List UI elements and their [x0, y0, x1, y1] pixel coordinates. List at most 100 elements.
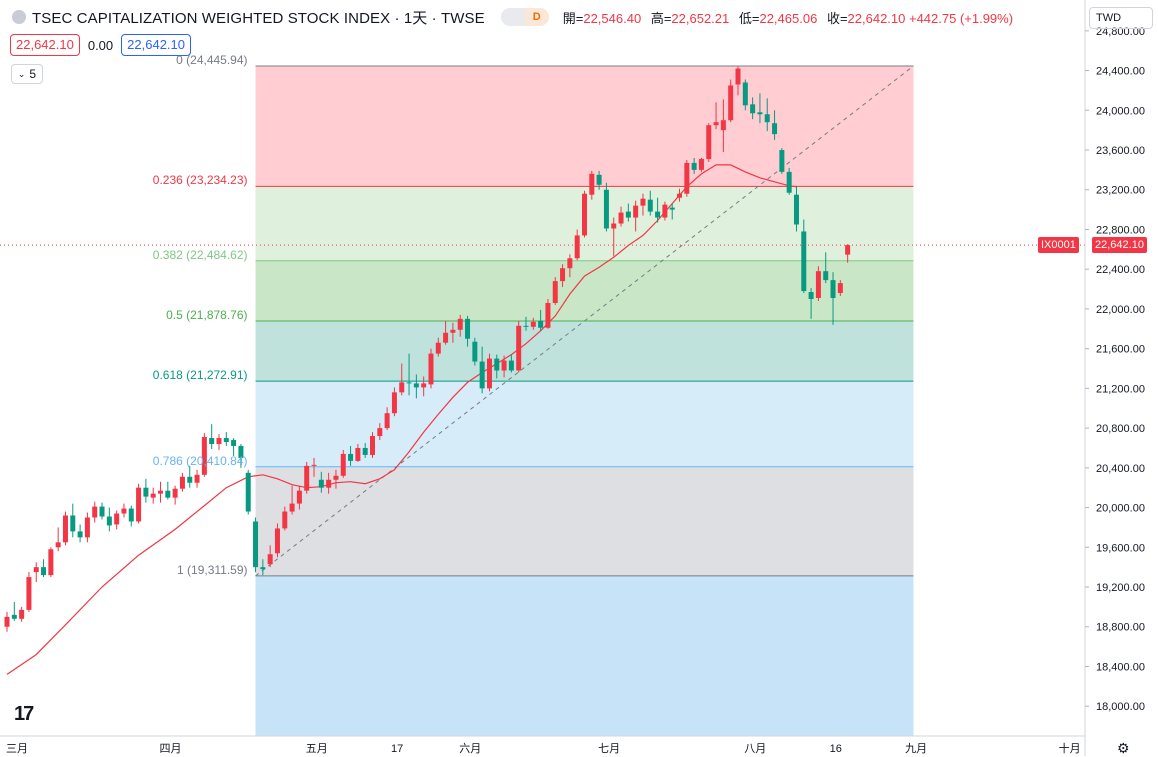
sell-price-button[interactable]: 22,642.10: [10, 34, 80, 56]
candle-body: [216, 438, 222, 444]
candle-body: [728, 85, 734, 121]
candle-body: [194, 474, 200, 483]
fib-label-0786: 0.786 (20,410.84): [152, 453, 248, 468]
candle-body: [735, 68, 741, 85]
y-tick-label: 22,000.00: [1096, 304, 1145, 316]
gear-icon[interactable]: ⚙: [1117, 740, 1130, 756]
candle-body: [55, 542, 61, 548]
y-tick-label: 20,400.00: [1096, 463, 1145, 475]
candle-body: [370, 436, 375, 455]
candle-body: [114, 513, 120, 525]
candle-body: [62, 515, 68, 543]
data-delay-badge[interactable]: D: [524, 8, 549, 26]
candle-body: [830, 280, 836, 298]
candle-body: [391, 392, 397, 414]
candle-body: [267, 554, 273, 565]
fib-zone-3: [255, 320, 914, 382]
fib-zone-extension: [255, 575, 914, 736]
candle-body: [406, 382, 412, 384]
candle-body: [684, 162, 690, 194]
candle-body: [48, 549, 54, 576]
y-tick-label: 23,200.00: [1096, 185, 1145, 197]
high-value: 22,652.21: [671, 10, 730, 26]
candle-body: [304, 465, 310, 491]
candle-body: [764, 114, 770, 123]
candle-body: [596, 174, 602, 185]
candle-body: [494, 358, 500, 371]
x-tick-label: 三月: [6, 743, 28, 755]
candle-body: [823, 271, 829, 281]
indicator-count: 5: [29, 67, 37, 81]
candle-body: [567, 258, 573, 269]
candle-body: [128, 508, 134, 522]
candle-body: [691, 162, 697, 170]
market-status-icon: [500, 8, 525, 26]
symbol-title[interactable]: TSEC CAPITALIZATION WEIGHTED STOCK INDEX…: [32, 9, 485, 27]
candle-body: [516, 325, 522, 371]
candle-body: [282, 511, 288, 529]
candle-body: [450, 329, 456, 333]
candle-body: [603, 189, 609, 229]
candle-body: [245, 472, 251, 512]
candle-body: [655, 211, 661, 218]
candle-body: [19, 609, 25, 619]
candle-body: [121, 508, 127, 514]
y-tick-label: 23,600.00: [1096, 145, 1145, 157]
candle-body: [33, 567, 39, 573]
candle-body: [340, 453, 346, 476]
candle-body: [808, 292, 814, 299]
candle-body: [786, 171, 792, 193]
candle-body: [355, 447, 361, 461]
y-tick-label: 21,600.00: [1096, 344, 1145, 356]
y-tick-label: 20,800.00: [1096, 423, 1145, 435]
candle-body: [457, 318, 463, 330]
candle-body: [77, 531, 83, 538]
candle-body: [99, 506, 105, 517]
candle-body: [640, 198, 646, 206]
candle-body: [720, 120, 726, 131]
candle-body: [669, 207, 675, 210]
candle-body: [713, 122, 719, 126]
candle-body: [837, 283, 843, 294]
candle-body: [479, 361, 485, 389]
x-tick-label: 十月: [1059, 741, 1081, 755]
candle-body: [757, 112, 763, 115]
candle-body: [574, 235, 580, 259]
trade-prices: 22,642.10 0.00 22,642.10: [10, 34, 191, 56]
candle-body: [26, 577, 32, 610]
candle-body: [172, 488, 178, 498]
candle-body: [348, 453, 354, 461]
y-tick-label: 19,200.00: [1096, 582, 1145, 594]
y-tick-label: 21,200.00: [1096, 383, 1145, 395]
candle-body: [589, 173, 595, 195]
y-tick-label: 22,800.00: [1096, 224, 1145, 236]
y-tick-label: 24,000.00: [1096, 105, 1145, 117]
currency-selector[interactable]: TWD: [1089, 7, 1153, 29]
candle-body: [625, 211, 631, 218]
candle-body: [41, 567, 47, 576]
candle-body: [4, 616, 10, 627]
high-label: 高=: [650, 10, 672, 26]
y-tick-label: 20,000.00: [1096, 503, 1145, 515]
buy-price-button[interactable]: 22,642.10: [121, 34, 191, 56]
candle-body: [742, 82, 748, 106]
tradingview-logo-icon[interactable]: 17: [14, 703, 34, 725]
candle-body: [662, 204, 668, 218]
candle-body: [106, 516, 112, 526]
candle-body: [179, 476, 185, 489]
candle-body: [253, 521, 259, 568]
candle-body: [311, 464, 317, 466]
low-value: 22,465.06: [759, 10, 818, 26]
candle-body: [150, 493, 156, 498]
chart-header: TSEC CAPITALIZATION WEIGHTED STOCK INDEX…: [0, 0, 1019, 34]
candle-body: [845, 245, 851, 255]
candle-body: [815, 271, 821, 298]
y-tick-label: 24,400.00: [1096, 66, 1145, 78]
last-price-tag: 22,642.10: [1092, 237, 1147, 254]
symbol-logo-icon: [12, 10, 26, 24]
candle-body: [201, 437, 207, 475]
status-chips: D: [500, 8, 549, 26]
candle-body: [421, 383, 427, 388]
indicator-toggle[interactable]: ⌄ 5: [11, 64, 43, 84]
